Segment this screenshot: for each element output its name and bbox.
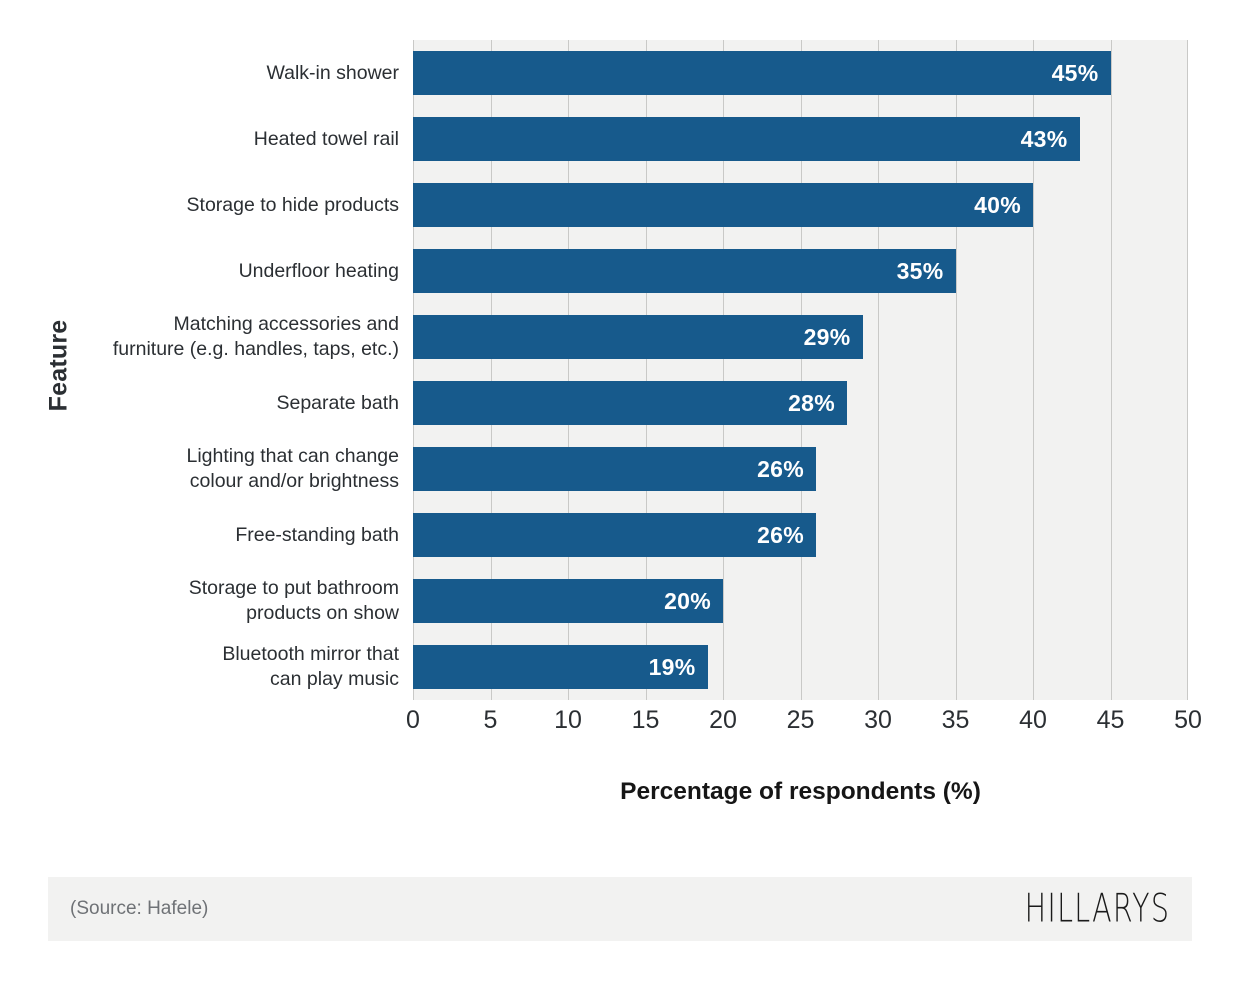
- bar[interactable]: [413, 579, 723, 623]
- bar[interactable]: [413, 117, 1080, 161]
- x-axis-title: Percentage of respondents (%): [620, 778, 981, 805]
- bar-row[interactable]: 45%: [413, 51, 1188, 95]
- bar[interactable]: [413, 183, 1033, 227]
- bar-value-label: 45%: [1051, 59, 1099, 86]
- bar-row[interactable]: 19%: [413, 645, 1188, 689]
- bar-value-label: 20%: [664, 587, 711, 614]
- gridline: [878, 40, 879, 700]
- bar-value-label: 29%: [803, 323, 851, 350]
- category-label: Bluetooth mirror that can play music: [222, 643, 399, 690]
- gridline: [645, 40, 647, 700]
- bar-row[interactable]: 26%: [413, 513, 1188, 557]
- brand-logo: HILLARYS: [1024, 886, 1170, 932]
- bar-value-label: 26%: [757, 521, 804, 548]
- bar-row[interactable]: 40%: [413, 183, 1188, 227]
- bar-value-label: 40%: [974, 191, 1021, 218]
- x-tick-label: 30: [864, 706, 892, 734]
- bar-value-label: 35%: [896, 257, 944, 284]
- bar[interactable]: [413, 51, 1111, 95]
- category-label: Free-standing bath: [235, 523, 399, 546]
- gridline: [568, 40, 569, 700]
- x-tick-label: 40: [1019, 706, 1047, 734]
- gridline: [1187, 40, 1188, 700]
- gridline: [723, 40, 724, 700]
- bar[interactable]: [413, 249, 956, 293]
- gridline: [1033, 40, 1034, 700]
- bar[interactable]: [413, 381, 847, 425]
- category-label: Lighting that can change colour and/or b…: [186, 445, 399, 492]
- category-label: Storage to hide products: [186, 193, 399, 216]
- gridline: [1110, 40, 1112, 700]
- plot-area: 45% 43% 40% 35% 29% 28% 26% 26% 20% 19%: [413, 40, 1188, 700]
- x-tick-label: 50: [1174, 706, 1202, 734]
- bar[interactable]: [413, 447, 816, 491]
- y-axis-category-labels: Walk-in shower Heated towel rail Storage t…: [96, 40, 399, 700]
- category-label: Storage to put bathroom products on show: [188, 577, 399, 624]
- bar-row[interactable]: 28%: [413, 381, 1188, 425]
- x-tick-label: 45: [1096, 706, 1125, 734]
- bar-chart-figure: Feature Walk-in shower Heated towel rail S…: [44, 40, 1202, 805]
- x-tick-label: 35: [941, 706, 970, 734]
- gridline: [413, 40, 414, 700]
- bar[interactable]: [413, 645, 708, 689]
- gridline: [955, 40, 957, 700]
- y-axis-title-label: Feature: [44, 319, 73, 411]
- x-tick-label: 15: [631, 706, 660, 734]
- x-axis-tick-labels: 0 5 10 15 20 25 30 35 40 45 50: [406, 706, 1202, 746]
- category-label: Separate bath: [276, 391, 399, 414]
- bar-value-label: 43%: [1020, 125, 1068, 152]
- bar[interactable]: [413, 315, 863, 359]
- y-axis-title: Feature: [44, 280, 74, 450]
- x-tick-label: 20: [709, 706, 737, 734]
- x-tick-label: 25: [786, 706, 815, 734]
- bar-value-label: 28%: [788, 389, 835, 416]
- bar-row[interactable]: 35%: [413, 249, 1188, 293]
- category-label: Underfloor heating: [238, 259, 399, 282]
- bar-row[interactable]: 29%: [413, 315, 1188, 359]
- x-tick-label: 10: [554, 706, 582, 734]
- x-tick-label: 0: [406, 706, 420, 734]
- bar-row[interactable]: 43%: [413, 117, 1188, 161]
- bar[interactable]: [413, 513, 816, 557]
- category-label: Heated towel rail: [253, 127, 399, 150]
- footer-band: (Source: Hafele) HILLARYS: [48, 877, 1192, 941]
- bar-row[interactable]: 20%: [413, 579, 1188, 623]
- category-label: Walk-in shower: [266, 61, 399, 84]
- gridline: [490, 40, 492, 700]
- bar-row[interactable]: 26%: [413, 447, 1188, 491]
- bar-value-label: 26%: [757, 455, 804, 482]
- bar-value-label: 19%: [648, 653, 696, 680]
- x-tick-label: 5: [483, 706, 498, 734]
- category-label: Matching accessories and furniture (e.g.…: [112, 313, 399, 360]
- source-note: (Source: Hafele): [70, 898, 209, 919]
- gridline: [800, 40, 802, 700]
